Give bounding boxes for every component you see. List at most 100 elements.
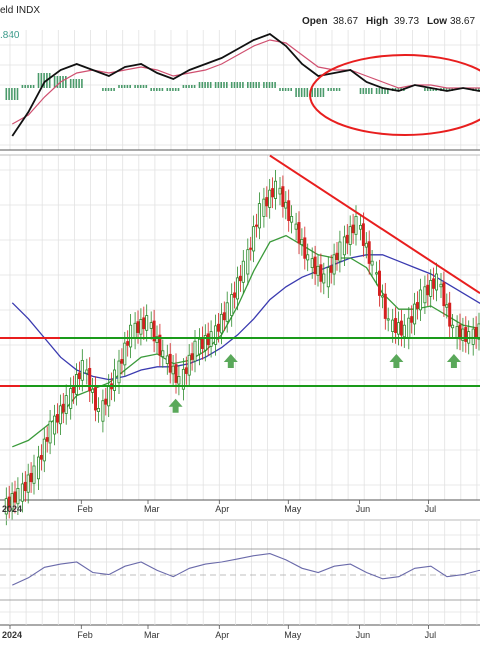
candle-body	[432, 278, 436, 289]
candle-body	[32, 465, 36, 484]
candle-body	[249, 247, 253, 250]
candle-body	[442, 282, 446, 307]
candle-body	[458, 324, 462, 340]
candle-body	[383, 293, 387, 319]
x-tick-label: Feb	[77, 630, 93, 640]
up-arrow-icon	[446, 354, 461, 368]
candle-body	[235, 277, 239, 300]
candle-body	[265, 197, 269, 207]
candle-body	[29, 472, 33, 483]
candle-body	[386, 318, 390, 321]
candle-body	[262, 198, 266, 217]
candle-body	[120, 359, 124, 364]
x-tick-label: Feb	[77, 504, 93, 514]
candle-body	[69, 388, 73, 409]
candle-body	[313, 256, 317, 275]
candle-body	[471, 328, 475, 345]
x-tick-label: 2024	[2, 630, 22, 640]
candle-body	[96, 407, 100, 412]
candle-body	[445, 304, 449, 308]
x-tick-label: Mar	[144, 504, 160, 514]
candle-body	[407, 317, 411, 339]
candle-body	[294, 223, 298, 230]
candle-body	[113, 369, 117, 391]
x-tick-label: Jul	[425, 504, 437, 514]
candle-body	[4, 498, 8, 515]
candle-body	[168, 353, 172, 373]
candle-body	[10, 493, 14, 510]
candle-body	[345, 234, 349, 244]
candle-body	[364, 242, 368, 248]
candle-body	[80, 359, 84, 381]
candle-body	[203, 335, 207, 351]
candle-body	[101, 400, 105, 422]
candle-body	[310, 258, 314, 269]
candle-body	[284, 201, 288, 209]
candle-body	[16, 487, 20, 505]
x-tick-label: May	[284, 504, 302, 514]
low-label: Low	[427, 16, 447, 27]
candle-body	[230, 294, 234, 317]
candle-body	[464, 327, 468, 342]
candle-body	[222, 312, 226, 321]
support-arrows	[168, 354, 461, 413]
candle-body	[455, 326, 459, 339]
candle-body	[257, 203, 261, 229]
candle-body	[206, 333, 210, 346]
up-arrow-icon	[389, 354, 404, 368]
x-tick-label: 2024	[2, 504, 22, 514]
candle-body	[219, 313, 223, 334]
candle-body	[273, 180, 277, 199]
candle-body	[461, 328, 465, 341]
candle-body	[287, 200, 291, 221]
candle-body	[181, 368, 185, 390]
candle-body	[241, 260, 245, 283]
candle-body	[316, 265, 320, 276]
open-value: 38.67	[333, 16, 358, 27]
candle-body	[474, 327, 478, 339]
candle-body	[72, 386, 76, 394]
downtrend-line	[269, 154, 480, 295]
candle-body	[434, 273, 438, 291]
candle-body	[268, 189, 272, 208]
candle-body	[187, 354, 191, 376]
candle-body	[429, 279, 433, 297]
candle-body	[48, 420, 52, 444]
candle-body	[107, 384, 111, 407]
candle-body	[319, 264, 323, 282]
candle-body	[94, 387, 98, 411]
candle-body	[37, 456, 41, 480]
candle-body	[448, 302, 452, 327]
x-tick-label: Jul	[425, 630, 437, 640]
candle-body	[193, 340, 197, 362]
candle-body	[85, 369, 89, 374]
candle-body	[300, 239, 304, 245]
price-panel: 2024 Feb Mar Apr May Jun Jul	[0, 154, 480, 526]
candle-body	[326, 267, 330, 288]
candle-body	[117, 360, 121, 384]
candle-body	[418, 289, 422, 311]
candle-body	[380, 295, 384, 298]
candle-body	[91, 388, 95, 393]
candle-body	[415, 302, 419, 309]
candle-body	[297, 222, 301, 244]
macd-highlight-ellipse	[309, 54, 480, 136]
candle-body	[377, 270, 381, 296]
candle-body	[149, 322, 153, 329]
low-value: 38.67	[450, 16, 475, 27]
x-tick-label: Jun	[356, 630, 371, 640]
candle-body	[216, 323, 220, 332]
candle-body	[342, 236, 346, 256]
candle-body	[61, 403, 65, 413]
candle-body	[136, 321, 140, 333]
candle-body	[335, 252, 339, 260]
candle-body	[20, 483, 24, 502]
x-tick-label: May	[284, 630, 302, 640]
candle-body	[225, 302, 229, 322]
candle-body	[410, 316, 414, 323]
x-tick-label: Apr	[215, 630, 229, 640]
candle-body	[354, 215, 358, 235]
candle-body	[254, 224, 258, 227]
candle-body	[439, 283, 443, 288]
candle-body	[26, 474, 30, 493]
